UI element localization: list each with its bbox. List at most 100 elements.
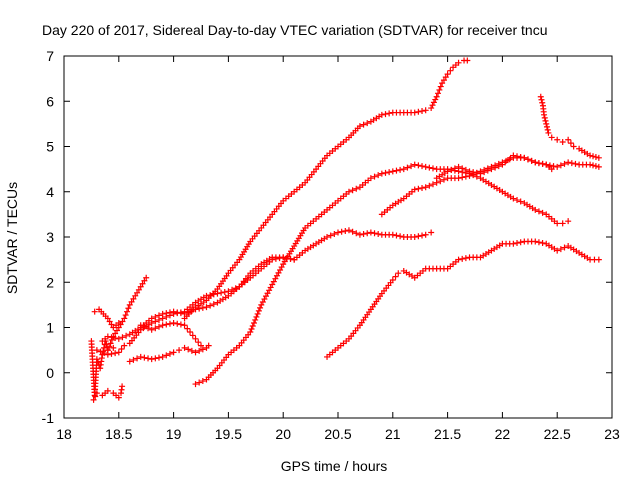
data-point	[415, 162, 422, 169]
data-point	[199, 378, 206, 385]
data-point	[557, 162, 564, 169]
data-point	[459, 165, 466, 172]
data-point	[248, 326, 255, 333]
data-point	[539, 240, 546, 247]
data-point	[247, 329, 254, 336]
data-point	[462, 166, 469, 173]
data-point	[145, 325, 152, 332]
data-point	[119, 318, 126, 325]
data-point	[442, 74, 449, 81]
data-point	[554, 136, 561, 143]
data-point	[455, 256, 462, 263]
data-point	[130, 295, 137, 302]
data-point	[448, 166, 455, 173]
data-point	[382, 111, 389, 118]
data-point	[110, 333, 117, 340]
data-point	[135, 286, 142, 293]
data-point	[488, 166, 495, 173]
data-point	[521, 154, 528, 161]
data-point	[125, 305, 132, 312]
data-point	[397, 166, 404, 173]
data-point	[492, 164, 499, 171]
data-point	[192, 349, 199, 356]
data-point	[97, 348, 104, 355]
data-point	[422, 107, 429, 114]
data-point	[349, 187, 356, 194]
y-tick-label: 7	[46, 48, 54, 64]
data-point	[128, 298, 135, 305]
data-point	[393, 232, 400, 239]
data-point	[188, 347, 195, 354]
data-point	[104, 333, 111, 340]
data-point	[481, 169, 488, 176]
data-point	[92, 393, 99, 400]
data-point	[568, 160, 575, 167]
data-point	[428, 105, 435, 112]
data-point	[184, 325, 191, 332]
data-point	[537, 93, 544, 100]
data-point	[382, 169, 389, 176]
data-point	[459, 174, 466, 181]
data-point	[137, 353, 144, 360]
x-tick-label: 20.5	[324, 426, 351, 442]
data-point	[541, 114, 548, 121]
data-point	[572, 160, 579, 167]
data-point	[554, 220, 561, 227]
x-axis: 18 18.5 19 19.5 20 20.5 21 21.5 22 22.5 23	[56, 56, 620, 442]
data-point	[466, 168, 473, 175]
data-point	[195, 339, 202, 346]
data-point	[159, 310, 166, 317]
data-point	[349, 228, 356, 235]
data-point	[411, 161, 418, 168]
data-point	[404, 164, 411, 171]
data-point	[395, 270, 402, 277]
data-point	[117, 321, 124, 328]
data-point	[455, 59, 462, 66]
data-point	[108, 350, 115, 357]
data-point	[137, 322, 144, 329]
data-point	[342, 227, 349, 234]
data-point	[148, 326, 155, 333]
data-point	[462, 173, 469, 180]
data-point	[587, 152, 594, 159]
data-point	[93, 347, 100, 354]
data-point	[324, 234, 331, 240]
data-point	[378, 111, 385, 118]
data-point	[126, 358, 133, 365]
data-point	[590, 162, 597, 169]
data-point	[152, 355, 159, 362]
data-point	[155, 354, 162, 361]
data-point	[199, 346, 206, 353]
data-point	[389, 168, 396, 175]
data-point	[538, 96, 545, 103]
data-point	[356, 231, 363, 238]
data-point	[545, 129, 552, 136]
data-point	[196, 347, 203, 354]
data-point	[177, 321, 184, 328]
data-point	[477, 170, 484, 177]
data-point	[155, 312, 162, 319]
data-point	[532, 238, 539, 245]
data-point	[565, 218, 572, 225]
data-point	[397, 233, 404, 240]
chart-title: Day 220 of 2017, Sidereal Day-to-day VTE…	[42, 22, 548, 38]
data-point	[437, 83, 444, 90]
data-point	[514, 197, 521, 204]
data-point	[367, 175, 374, 182]
data-point	[570, 143, 577, 150]
data-point	[113, 327, 120, 334]
y-tick-label: 2	[46, 274, 54, 290]
data-point	[255, 307, 262, 314]
x-tick-label: 19.5	[215, 426, 242, 442]
data-point	[196, 305, 203, 312]
data-point	[207, 302, 214, 309]
x-tick-label: 19	[166, 426, 182, 442]
data-point	[250, 319, 257, 326]
data-point	[542, 117, 549, 124]
data-point	[433, 93, 440, 100]
data-point	[121, 315, 128, 322]
data-point	[541, 111, 548, 118]
data-point	[112, 350, 119, 357]
data-point	[430, 99, 437, 106]
data-point	[121, 342, 128, 349]
